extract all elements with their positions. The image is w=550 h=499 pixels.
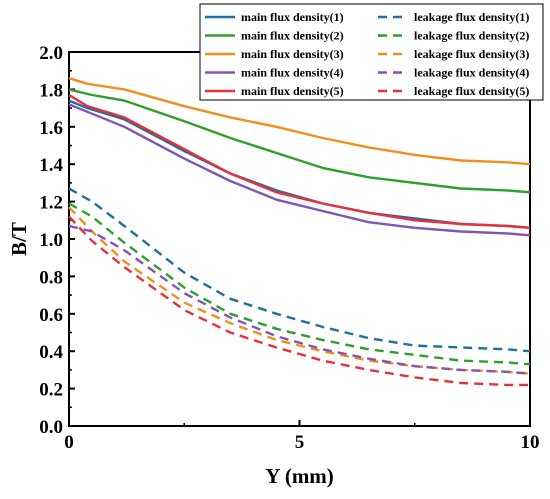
legend-label: main flux density(2)	[241, 29, 344, 43]
y-tick-label: 0.0	[39, 417, 63, 438]
legend-label: main flux density(4)	[241, 66, 344, 80]
series-layer	[68, 77, 531, 387]
y-tick-label: 1.4	[39, 155, 63, 176]
series-line-2	[68, 88, 531, 194]
y-tick-label: 1.8	[39, 80, 63, 101]
x-tick-label: 10	[521, 432, 540, 453]
y-tick-label: 0.4	[39, 342, 63, 363]
series-line-10	[68, 215, 530, 387]
series-line-7	[68, 202, 531, 366]
legend-label: main flux density(3)	[241, 47, 344, 61]
legend-label: leakage flux density(4)	[414, 66, 529, 80]
x-axis-title: Y (mm)	[265, 464, 334, 488]
series-line-1	[68, 99, 531, 229]
legend-label: leakage flux density(1)	[414, 10, 529, 24]
series-line-3	[68, 77, 531, 166]
series-line-4	[68, 103, 531, 237]
legend-label: leakage flux density(5)	[414, 84, 529, 98]
series-line-6	[68, 187, 531, 353]
y-tick-label: 0.6	[39, 305, 63, 326]
y-tick-label: 2.0	[39, 43, 63, 64]
axis-ticks: 0 5 10 0.0 0.2 0.4 0.6 0.8 1.0 1.2 1.4 1.6 1.8 2.0	[39, 43, 539, 453]
series-line-8	[68, 206, 531, 375]
y-tick-label: 0.8	[39, 267, 63, 288]
legend-label: leakage flux density(3)	[414, 47, 529, 61]
legend-label: main flux density(5)	[241, 84, 344, 98]
y-tick-label: 1.6	[39, 118, 63, 139]
y-tick-label: 1.2	[39, 193, 63, 214]
y-axis-title: B/T	[7, 222, 31, 256]
legend-label: leakage flux density(2)	[414, 29, 529, 43]
legend-label: main flux density(1)	[241, 10, 344, 24]
y-tick-label: 0.2	[39, 380, 63, 401]
series-line-9	[68, 224, 531, 375]
y-tick-label: 1.0	[39, 230, 63, 251]
legend: main flux density(1) main flux density(2)…	[199, 3, 544, 101]
x-tick-label: 0	[64, 432, 74, 453]
x-tick-label: 5	[295, 432, 305, 453]
series-line-5	[68, 93, 531, 229]
legend-box	[199, 3, 544, 101]
